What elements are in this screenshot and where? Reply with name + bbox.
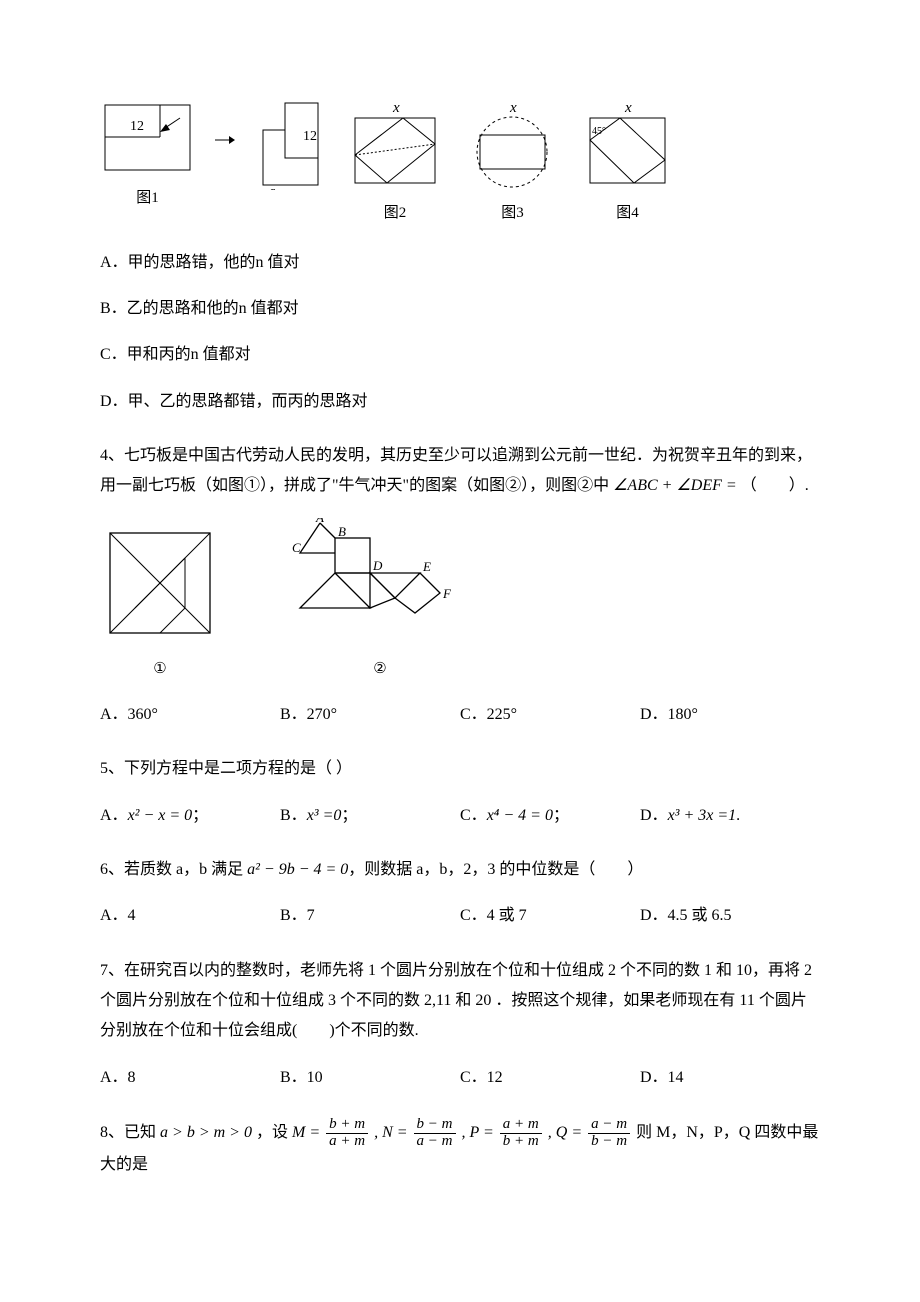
q7-opt-d: D．14 <box>640 1063 820 1093</box>
fig1-right: 12 6 <box>255 100 325 223</box>
q5-opt-b: B．x³ =0； <box>280 801 460 831</box>
q6-stem: 6、若质数 a，b 满足 a² − 9b − 4 = 0，则数据 a，b，2，3… <box>100 855 820 885</box>
fig3: x 图3 <box>465 100 560 228</box>
fig2-caption: 图2 <box>384 199 407 228</box>
q6-opt-d: D．4.5 或 6.5 <box>640 901 820 931</box>
q4-lblC: C <box>292 540 301 555</box>
q4-options: A．360° B．270° C．225° D．180° <box>100 700 820 730</box>
q3-options: A．甲的思路错，他的n 值对 B．乙的思路和他的n 值都对 C．甲和丙的n 值都… <box>100 248 820 418</box>
q4-opt-b: B．270° <box>280 700 460 730</box>
q4-opt-a: A．360° <box>100 700 280 730</box>
q6-opt-c: C．4 或 7 <box>460 901 640 931</box>
q5-options: A．x² − x = 0； B．x³ =0； C．x⁴ − 4 = 0； D．x… <box>100 801 820 831</box>
q4-lblF: F <box>442 586 452 601</box>
q4-cap1: ① <box>100 655 220 684</box>
fig1-left: 12 6 图1 <box>100 100 195 213</box>
fig1b-right-label: 12 <box>303 129 317 144</box>
fig4-caption: 图4 <box>616 199 639 228</box>
q7-stem: 7、在研究百以内的整数时，老师先将 1 个圆片分别放在个位和十位组成 2 个不同… <box>100 956 820 1047</box>
fig4-angle: 45° <box>592 126 606 137</box>
q4-fig2: A B C D E F ② <box>280 518 480 684</box>
q7-options: A．8 B．10 C．12 D．14 <box>100 1063 820 1093</box>
q3-figures: 12 6 图1 12 6 <box>100 100 820 228</box>
fig1-arrow <box>215 100 235 213</box>
q5-stem: 5、下列方程中是二项方程的是（ ） <box>100 754 820 784</box>
q4-figures: ① A B C D E <box>100 518 820 684</box>
fig3-x: x <box>509 100 517 116</box>
q4-expr: ∠ABC + ∠DEF = <box>613 477 737 494</box>
q7-opt-b: B．10 <box>280 1063 460 1093</box>
q6-options: A．4 B．7 C．4 或 7 D．4.5 或 6.5 <box>100 901 820 931</box>
fig1-caption: 图1 <box>136 184 159 213</box>
q5-opt-a: A．x² − x = 0； <box>100 801 280 831</box>
q5-opt-d: D．x³ + 3x =1. <box>640 801 820 831</box>
fig1b-bottom-label: 6 <box>269 187 276 190</box>
q4-fig1: ① <box>100 528 220 684</box>
fig2-x: x <box>392 100 400 116</box>
q4-stem: 4、七巧板是中国古代劳动人民的发明，其历史至少可以追溯到公元前一世纪．为祝贺辛丑… <box>100 441 820 502</box>
fig1-top-label: 12 <box>130 119 144 134</box>
fig2: x 图2 <box>345 100 445 228</box>
q4-lblA: A <box>315 518 324 525</box>
q4-lblB: B <box>338 524 346 539</box>
q4-stem-2: （ ）. <box>737 477 809 494</box>
q6-opt-b: B．7 <box>280 901 460 931</box>
fig3-caption: 图3 <box>501 199 524 228</box>
q7-opt-c: C．12 <box>460 1063 640 1093</box>
q4-lblD: D <box>372 558 383 573</box>
q8-stem: 8、已知 a > b > m > 0 ，设 M = b + ma + m , N… <box>100 1117 820 1180</box>
q3-opt-b: B．乙的思路和他的n 值都对 <box>100 294 820 324</box>
q3-opt-d: D．甲、乙的思路都错，而丙的思路对 <box>100 387 820 417</box>
q5-opt-c: C．x⁴ − 4 = 0； <box>460 801 640 831</box>
q3-opt-a: A．甲的思路错，他的n 值对 <box>100 248 820 278</box>
q4-opt-c: C．225° <box>460 700 640 730</box>
q7-opt-a: A．8 <box>100 1063 280 1093</box>
q6-opt-a: A．4 <box>100 901 280 931</box>
fig4: x 45° 图4 <box>580 100 675 228</box>
fig4-x: x <box>624 100 632 116</box>
q4-lblE: E <box>422 559 431 574</box>
q4-cap2: ② <box>280 655 480 684</box>
q4-opt-d: D．180° <box>640 700 820 730</box>
q3-opt-c: C．甲和丙的n 值都对 <box>100 340 820 370</box>
